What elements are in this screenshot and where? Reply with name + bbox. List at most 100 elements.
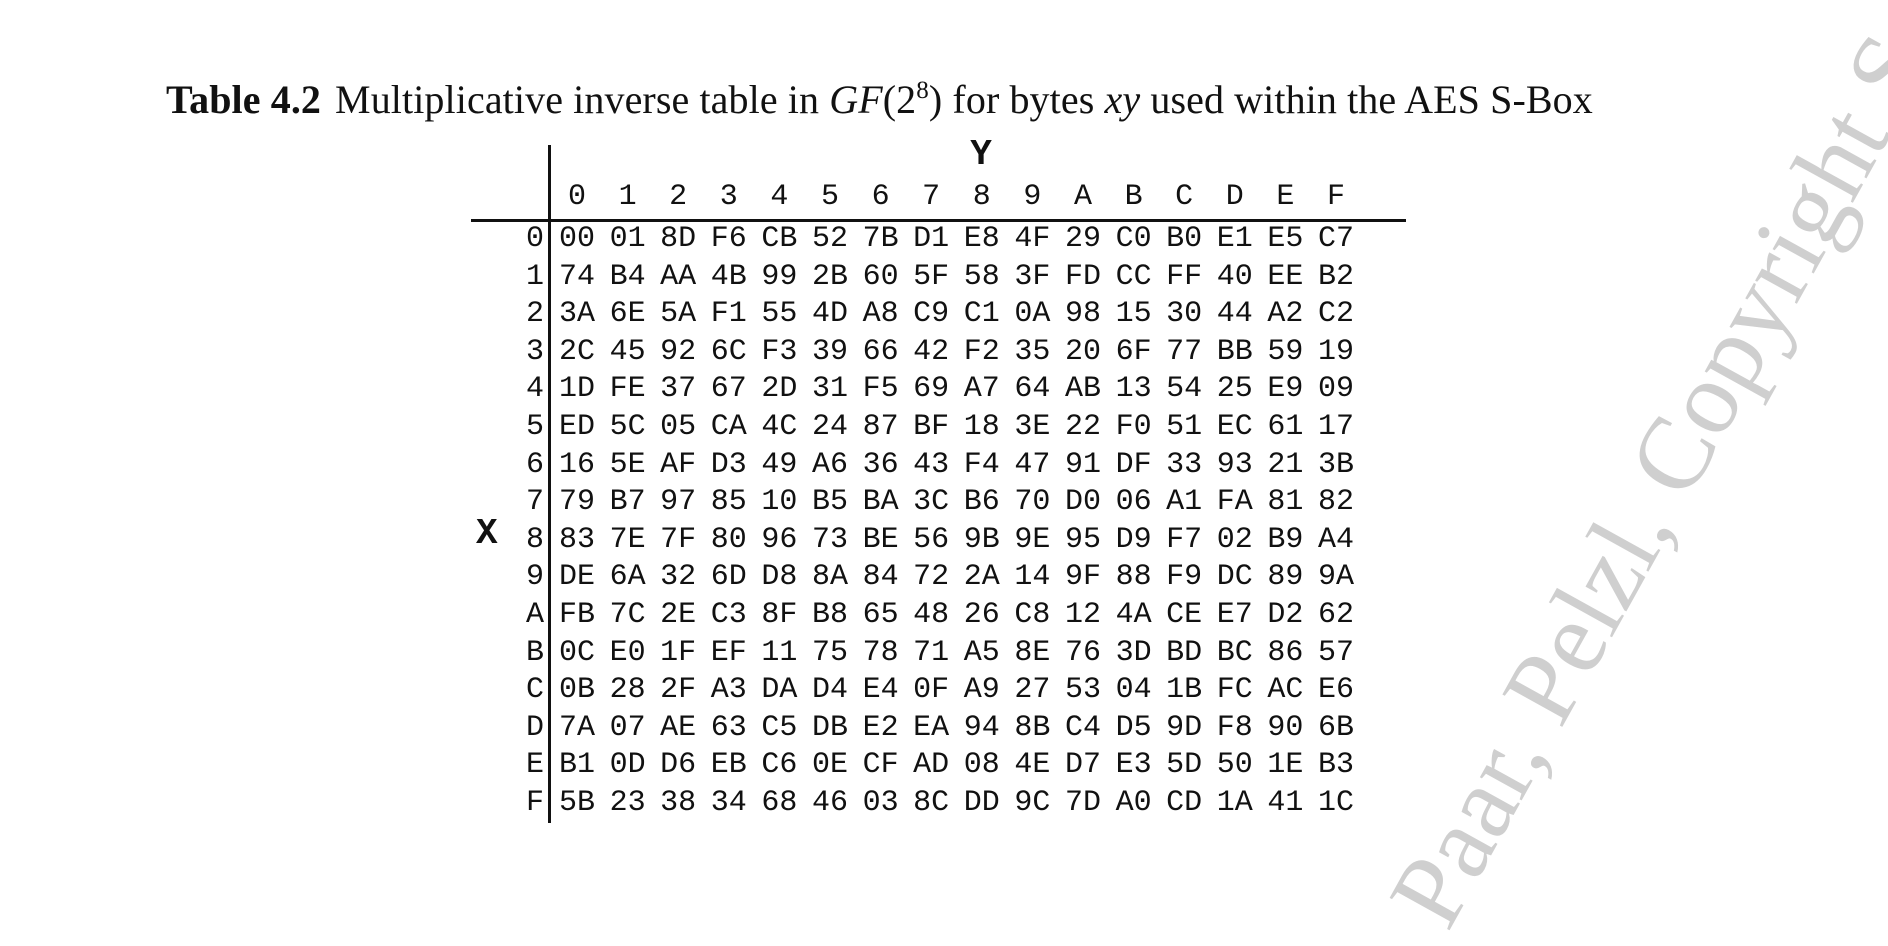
vertical-rule xyxy=(548,145,551,823)
table-cell: 56 xyxy=(913,522,950,557)
table-cell: 9C xyxy=(1014,786,1051,820)
table-cell: 1E xyxy=(1267,748,1304,783)
column-header: 5 xyxy=(820,180,839,214)
table-cell: 55 xyxy=(761,297,798,332)
table-cell: BF xyxy=(913,410,950,444)
table-cell: 6C xyxy=(710,334,747,369)
table-cell: 04 xyxy=(1115,673,1152,708)
table-cell: 88 xyxy=(1115,560,1152,595)
table-cell: D8 xyxy=(761,560,798,595)
table-cell: 72 xyxy=(913,560,950,595)
table-cell: 36 xyxy=(862,447,899,482)
table-cell: 70 xyxy=(1014,485,1051,520)
caption-text-for: for bytes xyxy=(952,77,1095,122)
table-cell: D1 xyxy=(913,222,950,256)
table-cell: A6 xyxy=(811,447,848,482)
table-cell: 7C xyxy=(609,598,646,632)
table-cell: C5 xyxy=(761,710,798,745)
table-cell: E8 xyxy=(963,222,1000,256)
table-cell: 82 xyxy=(1317,485,1354,520)
table-cell: 8C xyxy=(913,786,950,820)
column-header: 3 xyxy=(719,180,738,214)
table-cell: B8 xyxy=(811,598,848,632)
column-header: D xyxy=(1225,180,1244,214)
table-cell: 2C xyxy=(558,334,595,369)
copyright-watermark: Paar, Pelzl, Copyright Springer xyxy=(1367,0,1888,945)
table-cell: D2 xyxy=(1267,598,1304,632)
table-cell: AF xyxy=(660,447,697,482)
table-cell: 48 xyxy=(913,598,950,632)
table-cell: A2 xyxy=(1267,297,1304,332)
table-cell: AD xyxy=(913,748,950,783)
table-cell: C9 xyxy=(913,297,950,332)
table-cell: CD xyxy=(1166,786,1203,820)
table-cell: D7 xyxy=(1064,748,1101,783)
column-header: 1 xyxy=(618,180,637,214)
column-header: F xyxy=(1326,180,1345,214)
table-cell: E7 xyxy=(1216,598,1253,632)
table-cell: 69 xyxy=(913,372,950,407)
table-cell: F2 xyxy=(963,334,1000,369)
table-cell: B7 xyxy=(609,485,646,520)
table-cell: 21 xyxy=(1267,447,1304,482)
table-cell: 9D xyxy=(1166,710,1203,745)
table-cell: 0E xyxy=(811,748,848,783)
table-cell: FA xyxy=(1216,485,1253,520)
table-cell: B4 xyxy=(609,259,646,294)
row-header: F xyxy=(525,786,544,820)
table-cell: FC xyxy=(1216,673,1253,708)
table-cell: A0 xyxy=(1115,786,1152,820)
table-cell: DA xyxy=(761,673,798,708)
caption-xy: xy xyxy=(1104,77,1141,122)
table-cell: A5 xyxy=(963,635,1000,670)
column-header: 4 xyxy=(770,180,789,214)
table-cell: 6E xyxy=(609,297,646,332)
table-cell: 6D xyxy=(710,560,747,595)
table-cell: FB xyxy=(558,598,595,632)
table-label: Table 4.2 xyxy=(166,77,322,122)
table-cell: 76 xyxy=(1064,635,1101,670)
table-cell: AE xyxy=(660,710,697,745)
table-cell: C8 xyxy=(1014,598,1051,632)
table-cell: 79 xyxy=(558,485,595,520)
table-cell: 78 xyxy=(862,635,899,670)
column-header: 2 xyxy=(669,180,688,214)
table-cell: B9 xyxy=(1267,522,1304,557)
table-cell: D4 xyxy=(811,673,848,708)
table-cell: B2 xyxy=(1317,259,1354,294)
table-cell: F6 xyxy=(710,222,747,256)
table-cell: BD xyxy=(1166,635,1203,670)
table-cell: 86 xyxy=(1267,635,1304,670)
row-header: D xyxy=(525,710,544,745)
table-cell: DB xyxy=(811,710,848,745)
table-cell: F8 xyxy=(1216,710,1253,745)
caption-text-after: used within the AES S-Box xyxy=(1150,77,1593,122)
table-cell: B5 xyxy=(811,485,848,520)
table-cell: D6 xyxy=(660,748,697,783)
table-cell: 53 xyxy=(1064,673,1101,708)
table-cell: 41 xyxy=(1267,786,1304,820)
y-axis-label: Y xyxy=(970,134,992,175)
table-cell: D9 xyxy=(1115,522,1152,557)
table-cell: FD xyxy=(1064,259,1101,294)
table-cell: 87 xyxy=(862,410,899,444)
table-cell: 46 xyxy=(811,786,848,820)
table-cell: 50 xyxy=(1216,748,1253,783)
table-cell: D3 xyxy=(710,447,747,482)
table-cell: 62 xyxy=(1317,598,1354,632)
table-cell: E6 xyxy=(1317,673,1354,708)
table-cell: 33 xyxy=(1166,447,1203,482)
table-cell: A1 xyxy=(1166,485,1203,520)
table-cell: BA xyxy=(862,485,899,520)
table-cell: 22 xyxy=(1064,410,1101,444)
table-cell: C4 xyxy=(1064,710,1101,745)
table-cell: F5 xyxy=(862,372,899,407)
table-cell: 28 xyxy=(609,673,646,708)
table-cell: 1C xyxy=(1317,786,1354,820)
table-cell: 20 xyxy=(1064,334,1101,369)
table-cell: 2F xyxy=(660,673,697,708)
table-cell: CA xyxy=(710,410,747,444)
table-cell: 52 xyxy=(811,222,848,256)
x-axis-label: X xyxy=(476,513,498,554)
table-cell: B3 xyxy=(1317,748,1354,783)
